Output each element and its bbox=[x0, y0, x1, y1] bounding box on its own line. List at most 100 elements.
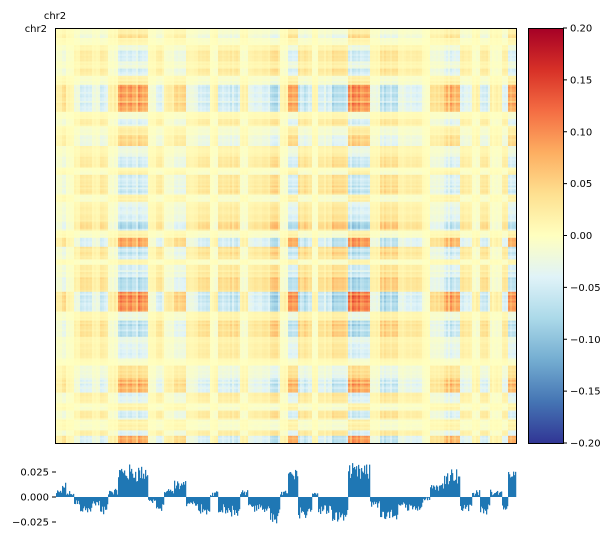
heatmap-cell bbox=[230, 54, 232, 56]
heatmap-cell bbox=[340, 34, 342, 36]
heatmap-cell bbox=[86, 47, 88, 49]
heatmap-cell bbox=[100, 49, 102, 51]
heatmap-cell bbox=[470, 52, 472, 54]
heatmap-cell bbox=[238, 43, 240, 45]
heatmap-cell bbox=[404, 29, 406, 31]
heatmap-cell bbox=[440, 42, 442, 44]
heatmap-cell bbox=[496, 38, 498, 40]
heatmap-cell bbox=[446, 40, 448, 42]
heatmap-cell bbox=[106, 47, 108, 49]
heatmap-cell bbox=[244, 42, 246, 44]
heatmap-cell bbox=[194, 49, 196, 51]
heatmap-cell bbox=[140, 33, 142, 35]
heatmap-cell bbox=[116, 43, 118, 45]
heatmap-cell bbox=[82, 43, 84, 45]
heatmap-cell bbox=[254, 38, 256, 40]
heatmap-cell bbox=[300, 38, 302, 40]
heatmap-cell bbox=[216, 29, 218, 31]
heatmap-cell bbox=[428, 42, 430, 44]
heatmap-cell bbox=[286, 52, 288, 54]
heatmap-cell bbox=[218, 36, 220, 38]
heatmap-cell bbox=[486, 29, 488, 31]
heatmap-cell bbox=[194, 34, 196, 36]
heatmap-cell bbox=[364, 34, 366, 36]
heatmap-cell bbox=[352, 52, 354, 54]
heatmap-cell bbox=[156, 34, 158, 36]
heatmap-cell bbox=[360, 52, 362, 54]
heatmap-cell bbox=[196, 54, 198, 56]
heatmap-cell bbox=[292, 40, 294, 42]
heatmap-cell bbox=[454, 45, 456, 47]
heatmap-cell bbox=[362, 34, 364, 36]
heatmap-cell bbox=[296, 38, 298, 40]
heatmap-cell bbox=[140, 40, 142, 42]
heatmap-cell bbox=[324, 52, 326, 54]
heatmap-cell bbox=[120, 54, 122, 56]
heatmap-cell bbox=[342, 33, 344, 35]
heatmap-cell bbox=[340, 36, 342, 38]
heatmap-cell bbox=[316, 43, 318, 45]
heatmap-cell bbox=[340, 43, 342, 45]
heatmap-cell bbox=[148, 49, 150, 51]
heatmap-cell bbox=[284, 54, 286, 56]
heatmap-cell bbox=[208, 51, 210, 53]
heatmap-cell bbox=[56, 51, 58, 53]
heatmap-cell bbox=[330, 40, 332, 42]
heatmap-cell bbox=[476, 52, 478, 54]
heatmap-cell bbox=[490, 47, 492, 49]
heatmap-cell bbox=[114, 47, 116, 49]
heatmap-cell bbox=[426, 49, 428, 51]
heatmap-cell bbox=[422, 34, 424, 36]
heatmap-cell bbox=[286, 42, 288, 44]
heatmap-cell bbox=[154, 43, 156, 45]
heatmap-cell bbox=[416, 49, 418, 51]
heatmap-cell bbox=[216, 38, 218, 40]
heatmap-cell bbox=[218, 43, 220, 45]
heatmap-cell bbox=[192, 38, 194, 40]
heatmap-cell bbox=[360, 42, 362, 44]
heatmap-cell bbox=[300, 33, 302, 35]
heatmap-cell bbox=[346, 51, 348, 53]
heatmap-cell bbox=[200, 40, 202, 42]
heatmap-cell bbox=[122, 29, 124, 31]
heatmap-cell bbox=[90, 45, 92, 47]
heatmap-cell bbox=[174, 43, 176, 45]
heatmap-cell bbox=[166, 54, 168, 56]
heatmap-cell bbox=[314, 42, 316, 44]
heatmap-cell bbox=[160, 33, 162, 35]
heatmap-cell bbox=[170, 38, 172, 40]
heatmap-cell bbox=[296, 31, 298, 33]
heatmap-cell bbox=[446, 31, 448, 33]
heatmap-cell bbox=[320, 36, 322, 38]
heatmap-cell bbox=[410, 33, 412, 35]
heatmap-cell bbox=[238, 47, 240, 49]
heatmap-cell bbox=[428, 34, 430, 36]
heatmap-cell bbox=[66, 52, 68, 54]
heatmap-cell bbox=[382, 29, 384, 31]
heatmap-cell bbox=[334, 38, 336, 40]
heatmap-cell bbox=[154, 34, 156, 36]
heatmap-cell bbox=[242, 36, 244, 38]
heatmap-cell bbox=[460, 33, 462, 35]
heatmap-cell bbox=[222, 54, 224, 56]
heatmap-cell bbox=[330, 49, 332, 51]
heatmap-cell bbox=[110, 43, 112, 45]
heatmap-cell bbox=[106, 43, 108, 45]
heatmap-cell bbox=[212, 47, 214, 49]
heatmap-cell bbox=[206, 29, 208, 31]
heatmap-cell bbox=[274, 52, 276, 54]
heatmap-cell bbox=[338, 31, 340, 33]
heatmap-cell bbox=[256, 42, 258, 44]
heatmap-cell bbox=[112, 31, 114, 33]
heatmap-cell bbox=[64, 34, 66, 36]
heatmap-cell bbox=[176, 51, 178, 53]
heatmap-cell bbox=[72, 45, 74, 47]
heatmap-cell bbox=[330, 31, 332, 33]
heatmap-cell bbox=[186, 38, 188, 40]
heatmap-cell bbox=[90, 49, 92, 51]
heatmap-cell bbox=[152, 42, 154, 44]
heatmap-cell bbox=[452, 29, 454, 31]
heatmap-cell bbox=[172, 45, 174, 47]
heatmap-cell bbox=[316, 42, 318, 44]
heatmap-cell bbox=[398, 31, 400, 33]
